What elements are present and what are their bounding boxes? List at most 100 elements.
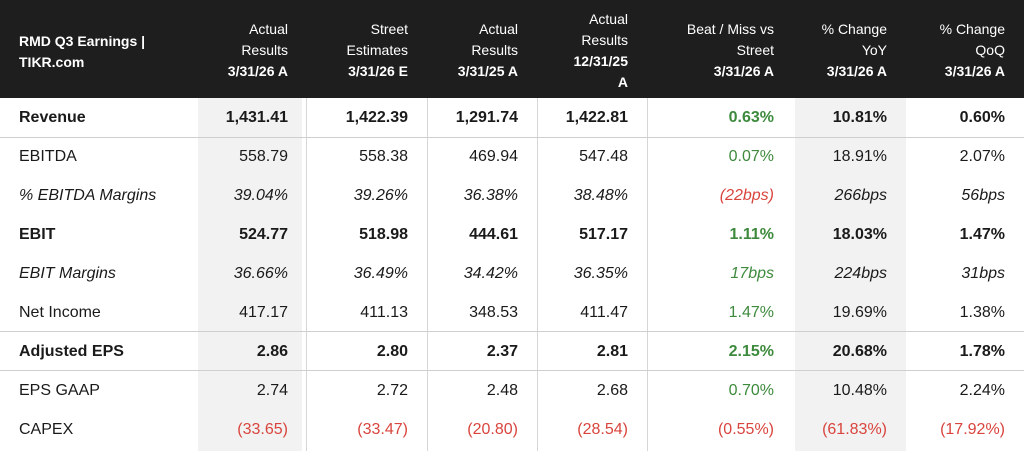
table-row: % EBITDA Margins 39.04% 39.26% 36.38% 38.48%… [0,176,1024,215]
table-cell: 36.66% [233,265,288,282]
column-shade-actual [198,98,302,451]
table-cell: 411.13 [360,304,408,321]
table-cell: 518.98 [359,226,408,243]
table-cell: 1,291.74 [455,109,518,126]
row-label: EBIT Margins [19,265,116,282]
column-header-line: YoY [861,42,887,58]
column-header-actual-q3-26: Actual Results 3/31/26 A [228,19,288,82]
table-cell: 2.37 [486,343,518,360]
table-cell: 2.86 [256,343,288,360]
table-cell: 2.72 [376,382,408,399]
table-cell: 524.77 [239,226,288,243]
table-cell: 38.48% [573,187,628,204]
table-cell: 31bps [961,265,1005,282]
column-header-beat-miss: Beat / Miss vs Street 3/31/26 A [687,19,774,82]
table-cell: (20.80) [467,421,518,438]
row-divider [0,370,1024,371]
column-header-period: 3/31/25 A [457,63,518,79]
table-cell: 2.48 [486,382,518,399]
column-header-period: 12/31/25 [573,53,629,69]
table-cell: 2.74 [256,382,288,399]
table-row: EBITDA 558.79 558.38 469.94 547.48 0.07% 18.91… [0,137,1024,176]
row-divider [0,137,1024,138]
table-cell: 1.78% [959,343,1005,360]
table-cell: (28.54) [577,421,628,438]
column-header-period: 3/31/26 A [826,63,887,79]
column-header-line: Results [241,42,288,58]
table-cell: 0.60% [959,109,1005,126]
table-cell: 417.17 [239,304,288,321]
column-header-line: QoQ [975,42,1005,58]
table-cell: 444.61 [469,226,518,243]
table-cell: (0.55%) [717,421,774,438]
table-cell: 0.63% [728,109,774,126]
column-header-line: Beat / Miss vs [686,21,774,37]
title-line-2: TIKR.com [19,54,85,70]
table-cell: 2.07% [959,148,1005,165]
column-header-period: 3/31/26 E [348,63,408,79]
table-cell: 1,431.41 [225,109,288,126]
table-cell: 17bps [730,265,774,282]
table-cell: 39.04% [233,187,288,204]
table-cell: 1,422.81 [565,109,628,126]
column-header-line: Street [370,21,408,37]
column-header-line: Estimates [346,42,408,58]
table-row: EBIT Margins 36.66% 36.49% 34.42% 36.35% 17bp… [0,254,1024,293]
table-cell: 10.81% [832,109,887,126]
table-cell: 20.68% [832,343,887,360]
column-header-change-qoq: % Change QoQ 3/31/26 A [940,19,1005,82]
table-row: Adjusted EPS 2.86 2.80 2.37 2.81 2.15% 20.68% 1… [0,332,1024,371]
column-header-line: Results [471,42,518,58]
table-cell: (61.83%) [822,421,887,438]
table-cell: 1.11% [729,226,774,243]
column-header-actual-q3-25: Actual Results 3/31/25 A [458,19,518,82]
row-label: EBIT [19,226,56,243]
table-cell: 34.42% [463,265,518,282]
table-cell: 1.47% [959,226,1005,243]
row-label: % EBITDA Margins [19,187,157,204]
column-shade-yoy [795,98,906,451]
column-header-line: Results [581,32,628,48]
table-cell: 36.49% [353,265,408,282]
column-header-street-estimates: Street Estimates 3/31/26 E [347,19,408,82]
table-cell: 0.70% [728,382,774,399]
table-cell: 39.26% [353,187,408,204]
table-cell: 558.38 [359,148,408,165]
table-cell: (22bps) [719,187,774,204]
table-row: Net Income 417.17 411.13 348.53 411.47 1.47% 1… [0,293,1024,332]
column-header-line: % Change [939,21,1005,37]
title-line-1: RMD Q3 Earnings | [19,33,146,49]
table-title: RMD Q3 Earnings | TIKR.com [19,31,145,73]
table-cell: 56bps [961,187,1005,204]
table-cell: 469.94 [469,148,518,165]
table-cell: 2.15% [728,343,774,360]
column-header-period: 3/31/26 A [944,63,1005,79]
column-header-actual-q2-26: Actual Results 12/31/25 A [574,9,629,93]
table-cell: (33.47) [357,421,408,438]
table-cell: (17.92%) [940,421,1005,438]
table-row: CAPEX (33.65) (33.47) (20.80) (28.54) (0.55%)… [0,410,1024,449]
column-header-period: 3/31/26 A [227,63,288,79]
table-cell: 0.07% [728,148,774,165]
column-divider [647,98,648,451]
row-label: Net Income [19,304,101,321]
table-header: RMD Q3 Earnings | TIKR.com Actual Result… [0,0,1024,98]
row-label: EBITDA [19,148,77,165]
column-header-change-yoy: % Change YoY 3/31/26 A [822,19,887,82]
row-label: EPS GAAP [19,382,100,399]
column-header-period: A [617,74,628,90]
table-cell: (33.65) [237,421,288,438]
table-cell: 2.68 [596,382,628,399]
column-header-line: Actual [249,21,288,37]
table-cell: 1,422.39 [345,109,408,126]
table-cell: 2.81 [596,343,628,360]
column-header-line: Street [736,42,774,58]
column-header-period: 3/31/26 A [713,63,774,79]
row-label: Revenue [19,109,86,126]
row-label: Adjusted EPS [19,343,124,360]
table-cell: 36.38% [463,187,518,204]
table-cell: 10.48% [832,382,887,399]
table-cell: 18.91% [832,148,887,165]
table-cell: 266bps [834,187,888,204]
